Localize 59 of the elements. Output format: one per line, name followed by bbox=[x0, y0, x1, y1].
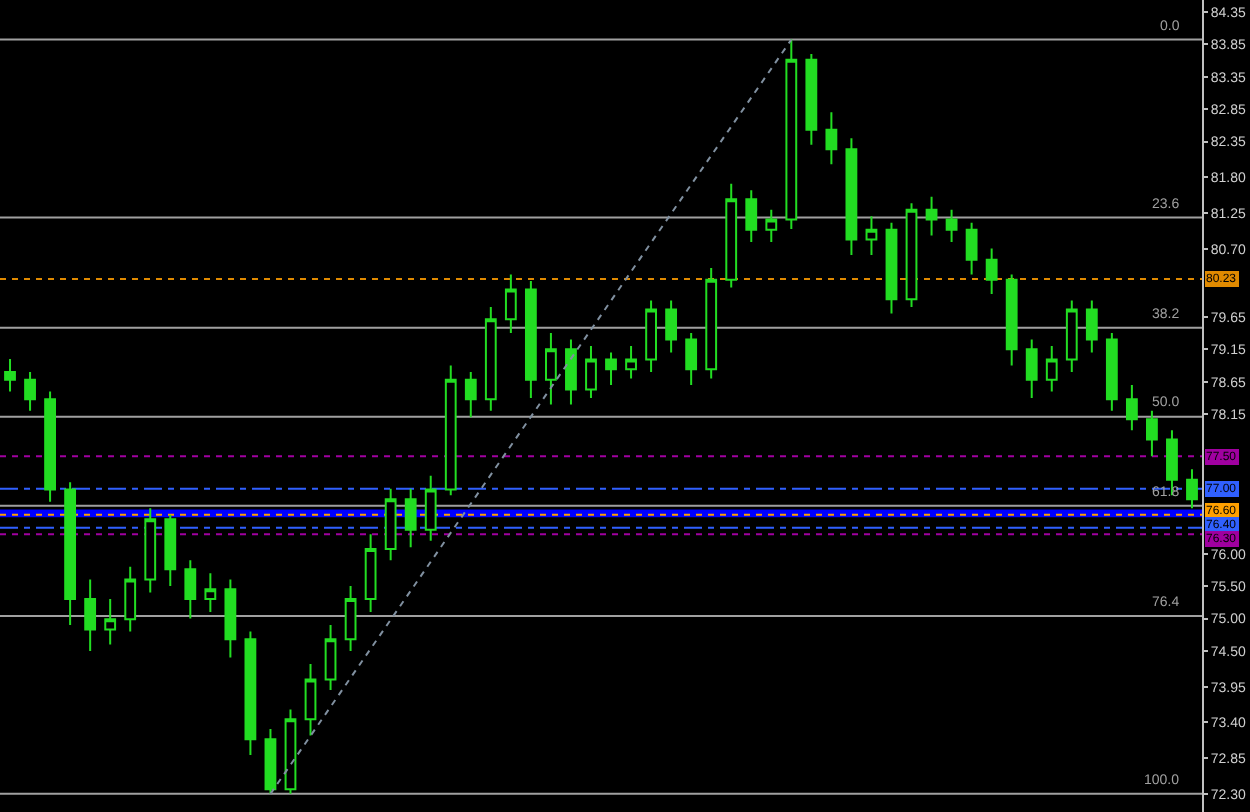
candlestick bbox=[1125, 383, 1138, 432]
candlestick bbox=[1065, 299, 1078, 373]
candlestick bbox=[144, 507, 157, 594]
candlestick bbox=[44, 390, 56, 503]
candlestick bbox=[304, 663, 317, 737]
candlestick bbox=[585, 344, 597, 399]
candlestick bbox=[925, 195, 938, 237]
candlestick bbox=[344, 585, 357, 653]
candlestick bbox=[565, 338, 577, 406]
candlestick bbox=[1146, 409, 1158, 458]
candlestick bbox=[845, 137, 858, 257]
candlestick bbox=[104, 598, 117, 646]
candlestick bbox=[665, 299, 678, 354]
candlestick bbox=[324, 624, 337, 691]
candlestick bbox=[64, 481, 77, 627]
candlestick bbox=[1105, 331, 1118, 412]
candlestick bbox=[885, 221, 898, 315]
candlestick bbox=[284, 708, 297, 795]
candlestick bbox=[785, 38, 798, 231]
candlestick bbox=[945, 208, 958, 244]
candlestick bbox=[545, 331, 557, 406]
candlestick bbox=[705, 267, 718, 380]
candlestick bbox=[905, 202, 918, 309]
candlestick bbox=[985, 247, 998, 296]
candlestick bbox=[625, 344, 637, 380]
candlestick bbox=[124, 565, 137, 633]
candlestick bbox=[805, 52, 818, 146]
candlestick bbox=[24, 370, 36, 412]
candlestick bbox=[1045, 344, 1058, 393]
candlestick bbox=[484, 306, 497, 412]
candlestick bbox=[1025, 338, 1038, 399]
candlestick bbox=[825, 111, 838, 166]
candlestick bbox=[244, 630, 257, 756]
candlestick bbox=[184, 559, 197, 620]
candlestick bbox=[725, 182, 738, 289]
candlestick bbox=[685, 331, 698, 386]
candlestick bbox=[84, 578, 97, 653]
candlestick bbox=[204, 572, 217, 614]
candlestick bbox=[504, 273, 517, 334]
candlestick bbox=[224, 578, 237, 659]
candlestick bbox=[1085, 299, 1098, 354]
candlestick bbox=[524, 280, 537, 399]
candlestick bbox=[384, 487, 397, 562]
candlestick bbox=[745, 189, 758, 244]
candlestick bbox=[364, 533, 377, 614]
candlestick bbox=[865, 215, 878, 257]
candlestick bbox=[164, 513, 177, 588]
candlestick bbox=[1005, 273, 1018, 367]
candlestick bbox=[404, 487, 417, 549]
candlestick bbox=[765, 208, 778, 244]
candlestick bbox=[264, 727, 277, 795]
candlestick bbox=[464, 370, 477, 419]
candlestick bbox=[605, 351, 617, 386]
candlestick bbox=[1186, 468, 1198, 510]
candlestick bbox=[444, 364, 457, 497]
candlestick bbox=[645, 299, 657, 373]
candlestick bbox=[965, 221, 978, 276]
candlestick bbox=[4, 357, 16, 393]
candlestick bbox=[424, 474, 437, 542]
